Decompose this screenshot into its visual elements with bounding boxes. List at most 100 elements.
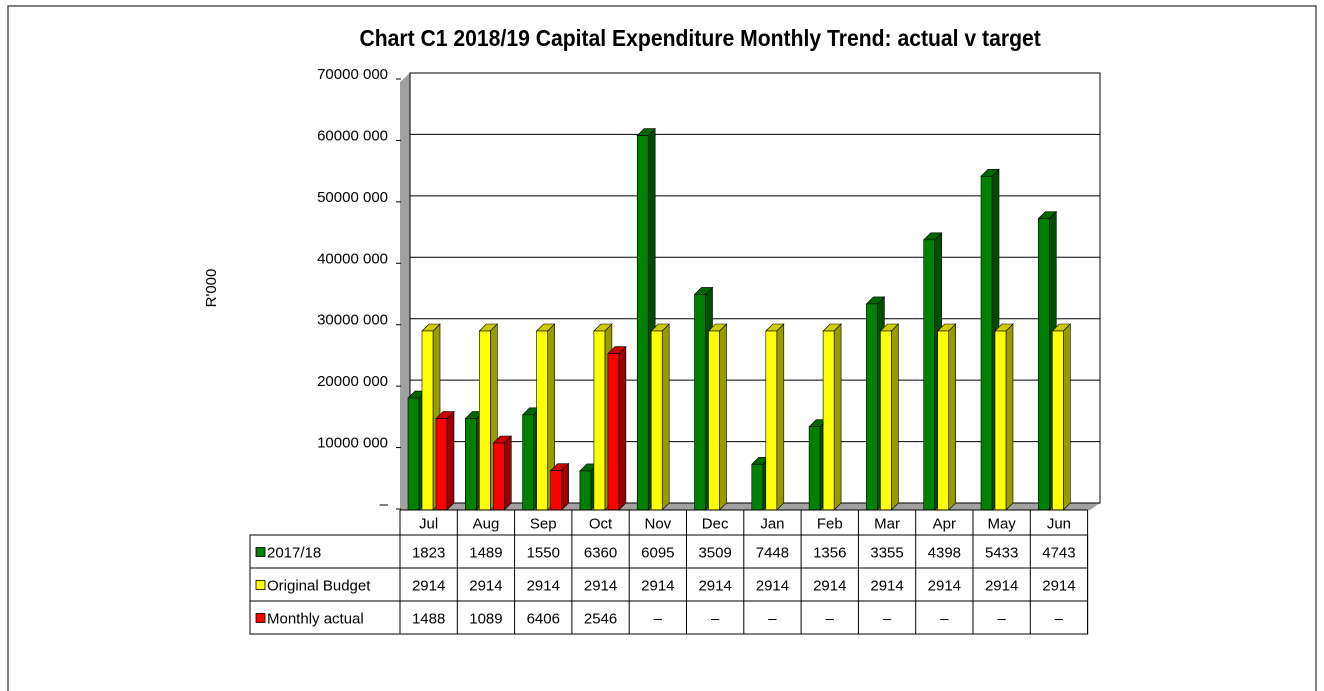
bar (994, 330, 1007, 511)
bar-side (503, 435, 512, 511)
table-cell: – (997, 610, 1006, 627)
bar (435, 418, 448, 511)
table-cell: – (711, 610, 720, 627)
x-tick-label: Jul (419, 515, 438, 532)
bar (923, 239, 936, 511)
bar-side (618, 345, 627, 511)
table-cell: 2914 (641, 577, 674, 594)
x-tick-label: Aug (473, 515, 500, 532)
bar (765, 330, 778, 511)
legend-swatch (255, 580, 266, 590)
bar (650, 330, 663, 511)
table-cell: 1550 (527, 544, 560, 561)
table-cell: 1356 (813, 544, 846, 561)
bar (751, 463, 764, 511)
table-cell: 1488 (412, 610, 445, 627)
bar (522, 414, 534, 511)
bar-side (891, 323, 899, 511)
table-cell: 4398 (928, 544, 961, 561)
bar-side (561, 462, 569, 511)
x-tick-label: Jan (760, 515, 784, 532)
table-cell: 7448 (756, 544, 789, 561)
bar-side (719, 323, 727, 511)
bar (536, 330, 548, 511)
x-tick-label: Apr (933, 515, 956, 532)
table-cell: 2914 (412, 577, 445, 594)
bar (593, 330, 606, 511)
bar (1038, 218, 1050, 511)
table-cell: – (768, 610, 777, 627)
bar-side (776, 323, 785, 511)
side-wall (400, 73, 410, 510)
bar (880, 330, 892, 511)
x-tick-label: May (987, 515, 1016, 532)
table-cell: 2914 (527, 577, 560, 594)
bar (464, 418, 477, 511)
table-cell: – (1055, 610, 1064, 627)
table-cell: 3355 (870, 544, 903, 561)
bar (808, 426, 821, 511)
table-cell: 3509 (698, 544, 731, 561)
y-tick-label: 10000 000 (317, 435, 388, 452)
legend-swatch (255, 613, 266, 623)
table-cell: 2914 (985, 577, 1018, 594)
legend-label: Monthly actual (267, 610, 364, 627)
bar (980, 175, 993, 511)
table-cell: 4743 (1042, 544, 1075, 561)
bar-side (661, 323, 670, 511)
legend-swatch (255, 547, 266, 557)
table-cell: 2914 (1042, 577, 1075, 594)
table-cell: 2914 (928, 577, 961, 594)
bar (579, 470, 592, 511)
y-tick-label: 50000 000 (317, 189, 388, 206)
table-cell: 2914 (469, 577, 502, 594)
bar-side (1005, 323, 1014, 511)
table-cell: 1489 (469, 544, 502, 561)
bar (866, 303, 878, 511)
y-tick-label: 60000 000 (317, 127, 388, 144)
table-cell: 2914 (870, 577, 903, 594)
y-tick-label: – (380, 496, 389, 513)
y-tick-label: 40000 000 (317, 250, 388, 267)
table-cell: 2546 (584, 610, 617, 627)
bar (1052, 330, 1064, 511)
x-tick-label: Nov (645, 515, 672, 532)
table-cell: 1089 (469, 610, 502, 627)
bar (550, 470, 562, 511)
y-tick-label: 20000 000 (317, 373, 388, 390)
table-cell: 2914 (756, 577, 789, 594)
table-cell: – (940, 610, 949, 627)
bar (694, 294, 706, 511)
bar (607, 353, 620, 511)
table-cell: 2914 (698, 577, 731, 594)
x-tick-label: Dec (702, 515, 729, 532)
table-cell: 1823 (412, 544, 445, 561)
table-cell: – (883, 610, 892, 627)
bar (937, 330, 950, 511)
x-tick-label: Sep (530, 515, 557, 532)
bar (407, 397, 420, 511)
table-cell: 6095 (641, 544, 674, 561)
table-cell: – (826, 610, 835, 627)
bar (822, 330, 835, 511)
table-cell: 6406 (527, 610, 560, 627)
x-tick-label: Mar (874, 515, 900, 532)
bar-side (446, 410, 455, 511)
y-axis-label: R'000 (203, 269, 220, 308)
table-cell: 6360 (584, 544, 617, 561)
table-cell: – (654, 610, 663, 627)
bar-side (833, 323, 842, 511)
legend-label: 2017/18 (267, 544, 321, 561)
legend-label: Original Budget (267, 577, 371, 594)
y-tick-label: 70000 000 (317, 66, 388, 83)
bar (708, 330, 720, 511)
bar (421, 330, 434, 511)
bar (478, 330, 491, 511)
y-tick-label: 30000 000 (317, 312, 388, 329)
bar (492, 442, 505, 511)
table-cell: 5433 (985, 544, 1018, 561)
table-cell: 2914 (584, 577, 617, 594)
bar-side (948, 323, 957, 511)
chart-title: Chart C1 2018/19 Capital Expenditure Mon… (359, 25, 1041, 51)
